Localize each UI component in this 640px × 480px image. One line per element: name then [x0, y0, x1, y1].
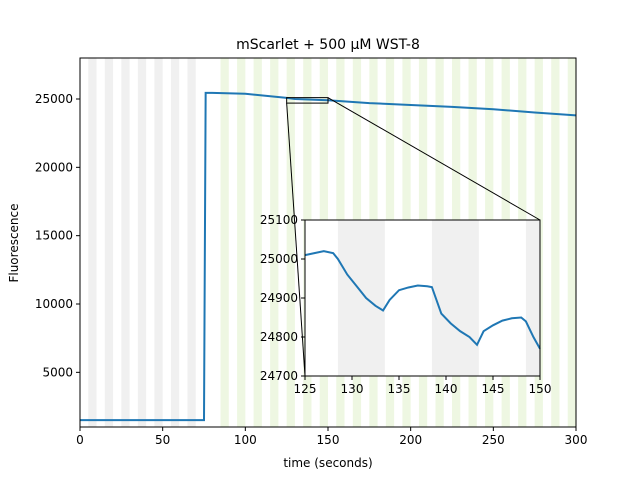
x-tick-label: 50: [155, 433, 170, 447]
background-band: [154, 58, 163, 427]
x-axis-label: time (seconds): [283, 456, 372, 470]
x-tick-label: 0: [76, 433, 84, 447]
background-band: [187, 58, 196, 427]
x-tick-label: 100: [234, 433, 257, 447]
x-tick-label: 150: [317, 433, 340, 447]
inset-x-tick-label: 135: [388, 382, 411, 396]
zoom-connector: [286, 103, 306, 377]
inset-series-line: [304, 250, 541, 350]
y-tick-label: 5000: [42, 365, 73, 379]
main-series: [80, 91, 577, 422]
inset-y-tick-label: 25000: [260, 252, 298, 266]
background-band: [220, 58, 229, 427]
background-band: [270, 58, 279, 427]
chart-title: mScarlet + 500 µM WST-8: [236, 37, 420, 53]
inset-shaded-band: [525, 220, 540, 376]
y-tick-label: 15000: [35, 229, 73, 243]
y-axis-label: Fluorescence: [7, 203, 21, 282]
inset-shaded-band: [431, 220, 479, 376]
inset-x-tick-label: 125: [294, 382, 317, 396]
background-band: [137, 58, 147, 427]
inset-y-tick-label: 24900: [260, 291, 298, 305]
inset-series: [304, 250, 541, 350]
inset-x-tick-label: 145: [482, 382, 505, 396]
zoom-indicator: [286, 97, 541, 377]
background-band: [88, 58, 97, 427]
y-tick-label: 25000: [35, 92, 73, 106]
main-series-line: [80, 91, 577, 422]
background-band: [170, 58, 180, 427]
inset-shaded-band: [337, 220, 385, 376]
main-x-axis: 0 50 100 150 200 250 300: [76, 427, 587, 447]
y-tick-label: 10000: [35, 297, 73, 311]
background-band: [121, 58, 130, 427]
inset-y-tick-label: 24800: [260, 330, 298, 344]
y-tick-label: 20000: [35, 160, 73, 174]
inset-x-axis: 125 130 135 140 145 150: [294, 376, 552, 396]
inset-background-bands: [337, 220, 540, 376]
background-band: [286, 58, 295, 427]
inset-y-axis: 24700 24800 24900 25000 25100: [260, 213, 305, 383]
background-band: [567, 58, 576, 427]
inset-y-tick-label: 24700: [260, 369, 298, 383]
inset-y-tick-label: 25100: [260, 213, 298, 227]
background-band: [237, 58, 246, 427]
inset-x-tick-label: 140: [435, 382, 458, 396]
zoom-connector: [327, 97, 541, 221]
inset-x-tick-label: 130: [341, 382, 364, 396]
x-tick-label: 250: [482, 433, 505, 447]
x-tick-label: 300: [565, 433, 588, 447]
x-tick-label: 200: [399, 433, 422, 447]
background-band: [253, 58, 262, 427]
background-band: [104, 58, 114, 427]
inset-x-tick-label: 150: [529, 382, 552, 396]
background-band: [551, 58, 560, 427]
zoom-box: [286, 97, 329, 104]
main-y-axis: 5000 10000 15000 20000 25000: [35, 92, 80, 379]
